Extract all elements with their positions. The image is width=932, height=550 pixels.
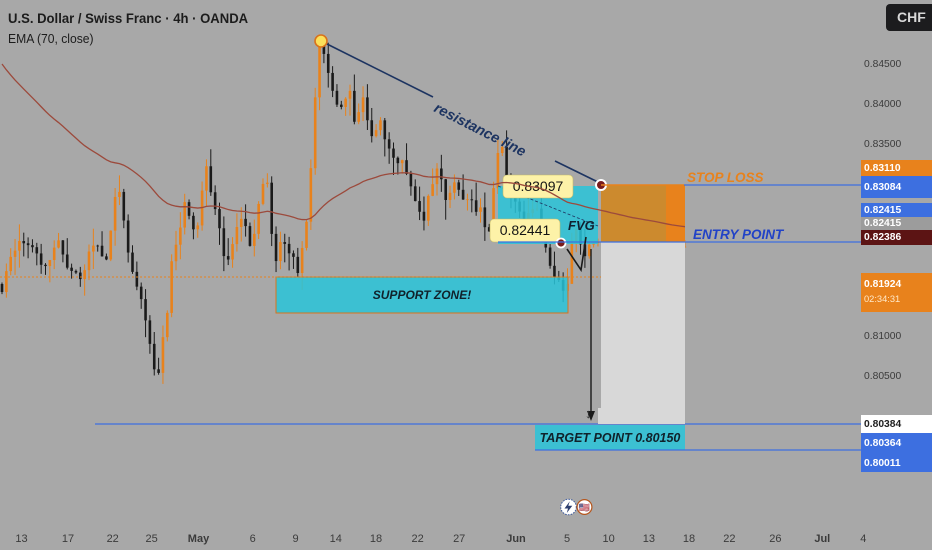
svg-text:0.82415: 0.82415: [864, 205, 901, 216]
svg-text:0.81000: 0.81000: [864, 331, 901, 342]
svg-text:5: 5: [564, 533, 570, 545]
svg-text:25: 25: [145, 533, 157, 545]
svg-text:10: 10: [602, 533, 614, 545]
svg-text:18: 18: [683, 533, 695, 545]
svg-text:0.81924: 0.81924: [864, 279, 901, 290]
svg-text:STOP LOSS: STOP LOSS: [687, 170, 764, 185]
svg-text:4: 4: [860, 533, 866, 545]
svg-text:22: 22: [107, 533, 119, 545]
svg-text:22: 22: [723, 533, 735, 545]
svg-text:22: 22: [411, 533, 423, 545]
svg-text:18: 18: [370, 533, 382, 545]
svg-text:0.80384: 0.80384: [864, 419, 901, 430]
svg-text:0.83110: 0.83110: [864, 163, 901, 174]
svg-text:TARGET POINT 0.80150: TARGET POINT 0.80150: [540, 431, 681, 445]
svg-text:0.82441: 0.82441: [500, 222, 551, 238]
svg-text:↓: ↓: [585, 406, 592, 421]
svg-text:ENTRY POINT: ENTRY POINT: [693, 227, 785, 242]
svg-text:0.84500: 0.84500: [864, 59, 901, 70]
svg-text:17: 17: [62, 533, 74, 545]
svg-text:0.82386: 0.82386: [864, 232, 901, 243]
svg-text:13: 13: [643, 533, 655, 545]
svg-text:0.80500: 0.80500: [864, 371, 901, 382]
svg-text:0.82415: 0.82415: [864, 218, 901, 229]
svg-text:02:34:31: 02:34:31: [864, 294, 900, 304]
svg-text:0.84000: 0.84000: [864, 99, 901, 110]
svg-text:SUPPORT ZONE!: SUPPORT ZONE!: [373, 288, 471, 302]
svg-text:Jun: Jun: [506, 533, 526, 545]
svg-text:0.83500: 0.83500: [864, 139, 901, 150]
svg-text:0.83097: 0.83097: [513, 178, 564, 194]
svg-text:0.80364: 0.80364: [864, 438, 901, 449]
svg-text:0.83084: 0.83084: [864, 182, 901, 193]
svg-text:Jul: Jul: [814, 533, 830, 545]
svg-text:14: 14: [330, 533, 342, 545]
svg-text:May: May: [188, 533, 210, 545]
svg-text:26: 26: [769, 533, 781, 545]
svg-text:6: 6: [250, 533, 256, 545]
svg-text:9: 9: [293, 533, 299, 545]
svg-text:FVG: FVG: [568, 218, 595, 233]
svg-text:0.80011: 0.80011: [864, 458, 901, 469]
svg-text:27: 27: [453, 533, 465, 545]
svg-text:13: 13: [15, 533, 27, 545]
svg-text:🇺🇸: 🇺🇸: [579, 503, 590, 513]
